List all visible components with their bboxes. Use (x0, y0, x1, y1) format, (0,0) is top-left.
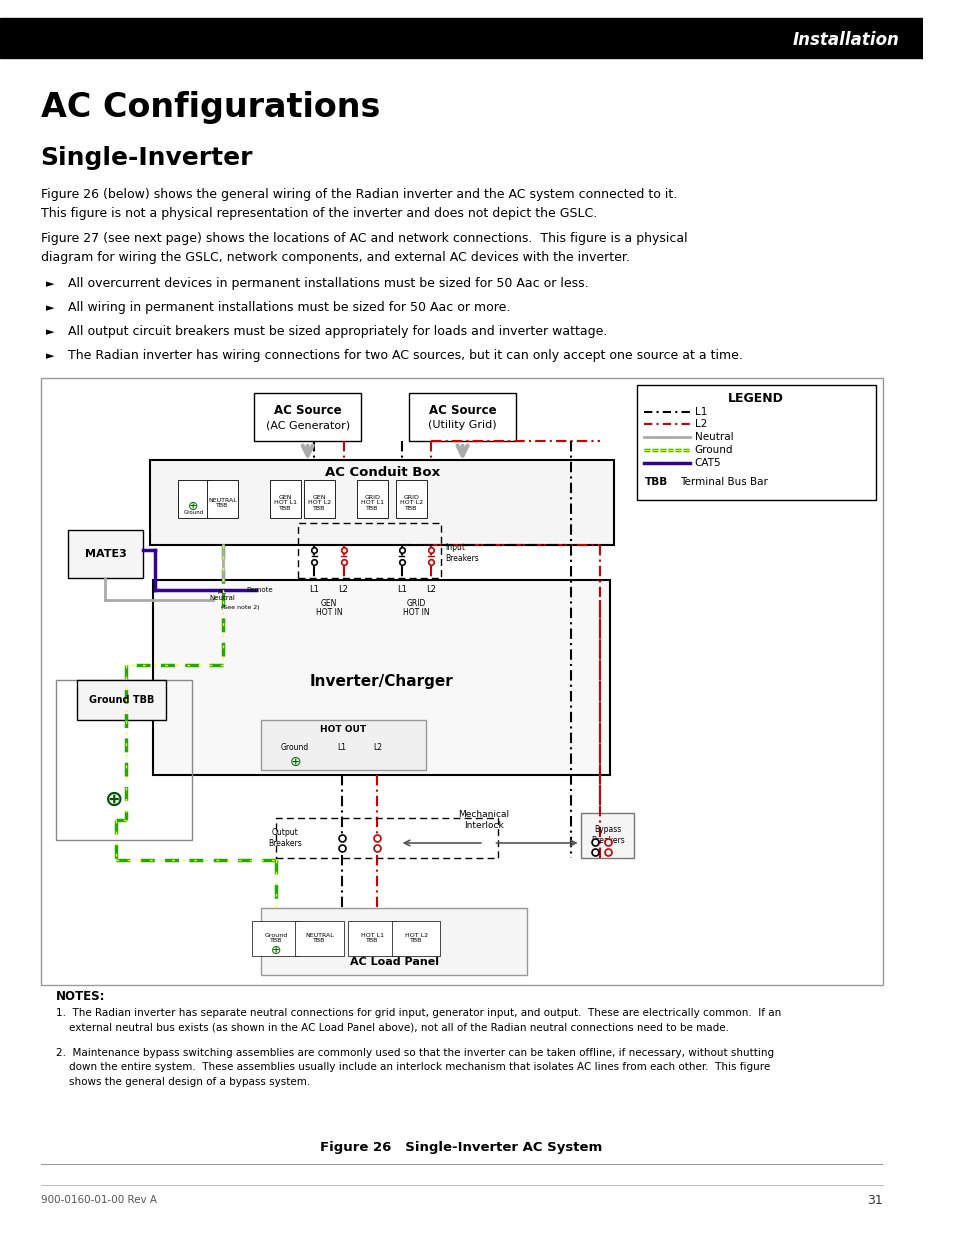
Text: L1: L1 (336, 743, 346, 752)
Text: (AC Generator): (AC Generator) (265, 420, 350, 430)
Bar (356, 480, 388, 517)
Text: ⊕: ⊕ (271, 944, 281, 956)
Bar (395, 480, 426, 517)
Text: 2.  Maintenance bypass switching assemblies are commonly used so that the invert: 2. Maintenance bypass switching assembli… (56, 1049, 774, 1087)
Text: HOT L2
TBB: HOT L2 TBB (404, 932, 427, 944)
Text: HOT L1
TBB: HOT L1 TBB (360, 932, 384, 944)
Text: Input
Breakers: Input Breakers (445, 543, 478, 563)
Text: L2: L2 (338, 585, 348, 594)
Bar (150, 459, 614, 545)
Text: ►: ► (47, 327, 55, 337)
Bar (275, 818, 497, 858)
Bar (348, 921, 396, 956)
Text: Figure 26 (below) shows the general wiring of the Radian inverter and the AC sys: Figure 26 (below) shows the general wiri… (41, 188, 677, 220)
Text: Bypass
Breakers: Bypass Breakers (590, 825, 624, 845)
Text: TBB: TBB (644, 477, 667, 487)
Bar (294, 921, 343, 956)
Text: 1.  The Radian inverter has separate neutral connections for grid input, generat: 1. The Radian inverter has separate neut… (56, 1008, 781, 1032)
Text: Ground: Ground (183, 510, 203, 515)
Text: Inverter/Charger: Inverter/Charger (309, 674, 453, 689)
Text: AC
Neutral: AC Neutral (210, 589, 235, 601)
Text: GEN
HOT L2
TBB: GEN HOT L2 TBB (308, 495, 331, 511)
Text: Output
Breakers: Output Breakers (269, 829, 302, 847)
Text: Installation: Installation (792, 31, 899, 49)
Text: GEN
HOT L1
TBB: GEN HOT L1 TBB (274, 495, 296, 511)
Bar (254, 393, 360, 441)
Text: 31: 31 (866, 1193, 882, 1207)
Text: LEGEND: LEGEND (727, 391, 783, 405)
Text: L1: L1 (309, 585, 319, 594)
Text: GRID
HOT L1
TBB: GRID HOT L1 TBB (360, 495, 384, 511)
Text: GRID
HOT IN: GRID HOT IN (402, 599, 429, 618)
Bar (77, 680, 166, 720)
Text: Figure 26   Single-Inverter AC System: Figure 26 Single-Inverter AC System (320, 1141, 602, 1155)
Bar (178, 480, 209, 517)
Bar (261, 720, 425, 769)
Bar (392, 921, 440, 956)
Text: ⊕: ⊕ (289, 755, 300, 769)
Text: L1: L1 (396, 585, 406, 594)
Text: L2: L2 (425, 585, 436, 594)
Text: GRID
HOT L2
TBB: GRID HOT L2 TBB (399, 495, 422, 511)
Bar (68, 530, 143, 578)
Text: The Radian inverter has wiring connections for two AC sources, but it can only a: The Radian inverter has wiring connectio… (68, 350, 741, 363)
Bar (207, 480, 238, 517)
Text: NEUTRAL
TBB: NEUTRAL TBB (208, 498, 236, 508)
Bar (297, 522, 441, 578)
Text: L2: L2 (373, 743, 381, 752)
Text: All overcurrent devices in permanent installations must be sized for 50 Aac or l: All overcurrent devices in permanent ins… (68, 278, 588, 290)
Text: Remote: Remote (246, 587, 273, 593)
Bar (41, 378, 882, 986)
Text: Ground: Ground (281, 743, 309, 752)
Text: HOT OUT: HOT OUT (320, 725, 366, 735)
Bar (261, 908, 527, 974)
Text: Single-Inverter: Single-Inverter (41, 146, 253, 170)
Text: L1: L1 (694, 408, 706, 417)
Text: Ground TBB: Ground TBB (90, 695, 154, 705)
Text: L2: L2 (694, 419, 706, 429)
Text: AC Source: AC Source (428, 405, 496, 417)
Bar (303, 480, 335, 517)
Text: (Utility Grid): (Utility Grid) (428, 420, 497, 430)
Text: ►: ► (47, 351, 55, 361)
Text: Terminal Bus Bar: Terminal Bus Bar (679, 477, 767, 487)
Text: Ground: Ground (694, 445, 733, 454)
Text: AC Configurations: AC Configurations (41, 91, 379, 125)
Bar (252, 921, 299, 956)
Bar (152, 580, 609, 776)
Bar (636, 385, 875, 500)
Text: ►: ► (47, 303, 55, 312)
Text: ►: ► (47, 279, 55, 289)
Text: GEN
HOT IN: GEN HOT IN (315, 599, 342, 618)
Text: AC Load Panel: AC Load Panel (350, 957, 438, 967)
Text: All output circuit breakers must be sized appropriately for loads and inverter w: All output circuit breakers must be size… (68, 326, 606, 338)
Text: All wiring in permanent installations must be sized for 50 Aac or more.: All wiring in permanent installations mu… (68, 301, 510, 315)
Text: Figure 27 (see next page) shows the locations of AC and network connections.  Th: Figure 27 (see next page) shows the loca… (41, 232, 686, 263)
Text: NEUTRAL
TBB: NEUTRAL TBB (305, 932, 334, 944)
Bar (580, 813, 633, 858)
Text: ⊕: ⊕ (188, 500, 198, 514)
Text: 900-0160-01-00 Rev A: 900-0160-01-00 Rev A (41, 1195, 156, 1205)
Text: (See note 2): (See note 2) (220, 605, 259, 610)
Bar (56, 680, 192, 840)
Text: MATE3: MATE3 (85, 550, 126, 559)
Text: Neutral: Neutral (694, 432, 733, 442)
Text: ⊕: ⊕ (105, 790, 123, 810)
Bar (409, 393, 516, 441)
Text: CAT5: CAT5 (694, 458, 720, 468)
Text: Ground
TBB: Ground TBB (264, 932, 287, 944)
Bar (270, 480, 300, 517)
Text: AC Source: AC Source (274, 405, 341, 417)
Text: AC Conduit Box: AC Conduit Box (324, 466, 439, 478)
Bar (0, 19, 923, 58)
Text: NOTES:: NOTES: (56, 990, 106, 1003)
Text: Mechanical
Interlock: Mechanical Interlock (457, 810, 509, 830)
